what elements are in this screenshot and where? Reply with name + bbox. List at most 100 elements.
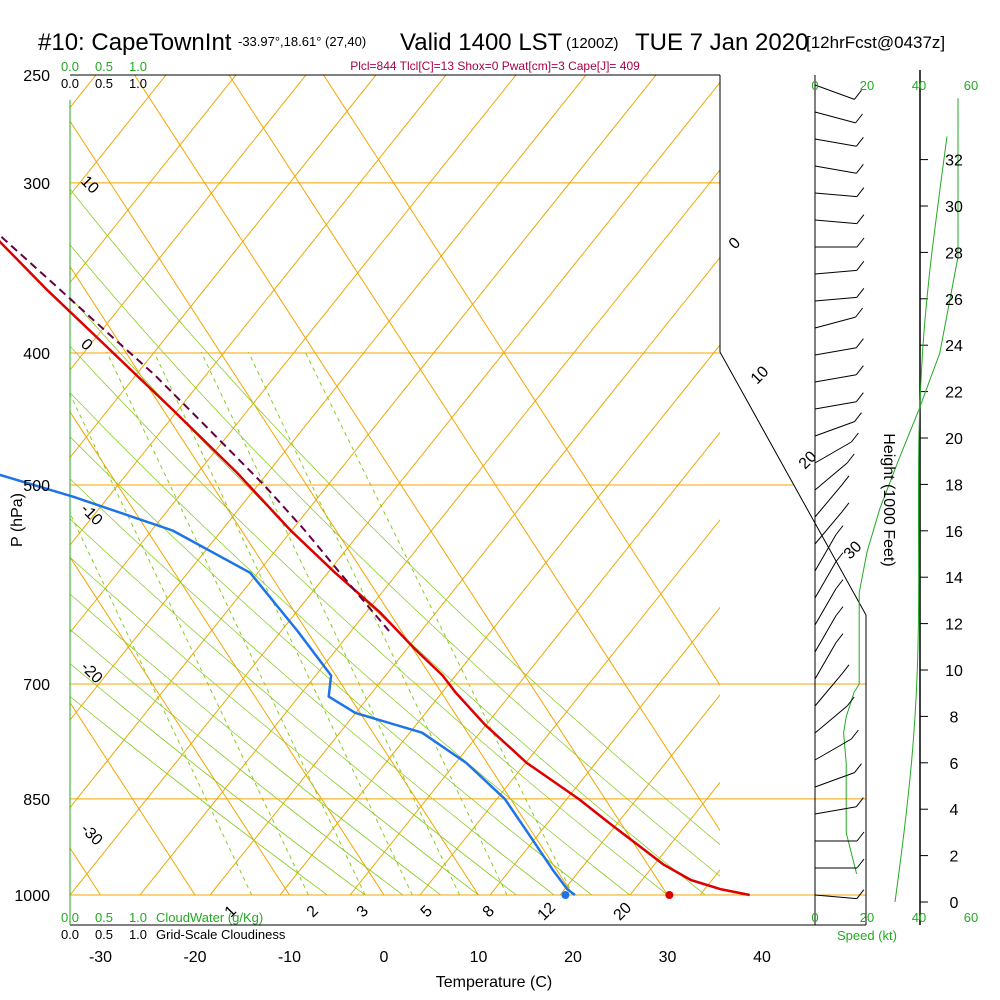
- cloud-water-label: CloudWater (g/Kg): [156, 910, 263, 925]
- title-valid: Valid 1400 LST: [400, 29, 563, 56]
- pressure-tick-label: 500: [23, 478, 50, 495]
- wind-barb: [814, 894, 857, 900]
- wind-barb: [814, 806, 857, 815]
- title-z: (1200Z): [566, 35, 619, 52]
- surface-temperature-point: [665, 891, 674, 899]
- height-tick-label: 10: [945, 663, 963, 680]
- height-tick-label: 30: [945, 199, 963, 216]
- speed-tick-bottom: 20: [860, 910, 874, 925]
- height-tick-label: 22: [945, 385, 963, 402]
- wind-barb-flag: [856, 858, 865, 869]
- wind-barb-flag: [855, 136, 864, 147]
- wind-barb: [814, 192, 857, 198]
- wind-barb-flag: [835, 579, 844, 589]
- wind-barb-flag: [855, 338, 864, 349]
- cloud-water-tick-top: 0.0: [61, 59, 79, 74]
- pressure-tick-label: 700: [23, 677, 50, 694]
- height-tick-label: 24: [945, 338, 963, 355]
- wind-barb: [814, 561, 837, 599]
- sounding-parameters: Plcl=844 Tlcl[C]=13 Shox=0 Pwat[cm]=3 Ca…: [350, 59, 640, 73]
- height-tick-label: 32: [945, 153, 963, 170]
- wind-barb-flag: [856, 261, 865, 271]
- title-station: #10: CapeTownInt: [38, 29, 232, 56]
- height-tick-label: 20: [945, 431, 963, 448]
- pressure-tick-label: 300: [23, 176, 50, 193]
- pressure-tick-label: 850: [23, 792, 50, 809]
- height-tick-label: 12: [945, 617, 963, 634]
- wind-barb-flag: [841, 502, 850, 513]
- cloudiness-tick-bottom: 1.0: [129, 927, 147, 942]
- cloudiness-tick-top: 0.5: [95, 76, 113, 91]
- speed-tick-top: 40: [912, 78, 926, 93]
- cloudiness-tick-bottom: 0.0: [61, 927, 79, 942]
- wind-barb-flag: [855, 163, 864, 174]
- temperature-tick-label: 30: [659, 949, 677, 966]
- wind-barb: [814, 673, 843, 707]
- height-tick-label: 0: [950, 895, 959, 912]
- wind-barb: [814, 347, 857, 356]
- wind-barb: [814, 374, 857, 383]
- wind-barb: [814, 615, 837, 653]
- temperature-tick-label: -20: [183, 949, 206, 966]
- wind-barb-flag: [841, 664, 850, 675]
- wind-barb-flag: [846, 696, 855, 707]
- wind-barb: [814, 219, 857, 225]
- wind-barb-flag: [855, 365, 864, 376]
- wind-barb-flag: [855, 797, 864, 808]
- wind-barb: [814, 441, 852, 464]
- wind-barb: [814, 296, 857, 302]
- wind-barb: [814, 705, 848, 734]
- dry-adiabat-line: [489, 606, 720, 895]
- speed-tick-bottom: 60: [964, 910, 978, 925]
- height-tick-label: 28: [945, 245, 963, 262]
- wind-barb-flag: [855, 307, 863, 318]
- height-tick-label: 26: [945, 292, 963, 309]
- moist-adiabat-line: [70, 593, 441, 895]
- height-tick-label: 14: [945, 570, 963, 587]
- frame-slant: [719, 351, 867, 616]
- temperature-tick-label: 10: [470, 949, 488, 966]
- wind-barb: [814, 269, 857, 275]
- dry-adiabat-line: [70, 75, 307, 371]
- wind-barb-flag: [854, 412, 862, 422]
- wind-barb-flag: [835, 633, 844, 643]
- cloud-water-tick-bottom: 0.5: [95, 910, 113, 925]
- wind-barb: [814, 588, 837, 626]
- cloudiness-tick-top: 0.0: [61, 76, 79, 91]
- wind-barb-flag: [856, 831, 865, 842]
- wind-barb-flag: [841, 475, 850, 486]
- height-tick-label: 18: [945, 477, 963, 494]
- wind-barb: [814, 316, 856, 329]
- height-tick-label: 6: [950, 756, 959, 773]
- moist-adiabat-line: [70, 556, 479, 895]
- wind-barb: [814, 642, 837, 680]
- wind-barb-flag: [835, 525, 844, 535]
- speed-axis-label: Speed (kt): [837, 928, 897, 943]
- wind-barb-flag: [856, 889, 865, 899]
- wind-barb: [814, 421, 855, 437]
- mixing-ratio-line: [304, 351, 574, 895]
- y-axis-title: P (hPa): [9, 493, 26, 547]
- height-curve: [894, 136, 948, 903]
- cloud-water-tick-top: 0.5: [95, 59, 113, 74]
- speed-tick-top: 60: [964, 78, 978, 93]
- cloud-water-tick-bottom: 1.0: [129, 910, 147, 925]
- cloudiness-tick-top: 1.0: [129, 76, 147, 91]
- isotherm-line: [70, 701, 196, 895]
- wind-barb-flag: [835, 606, 844, 616]
- wind-speed-profile: [843, 98, 959, 875]
- surface-dewpoint-point: [561, 891, 570, 899]
- moist-adiabat-line: [70, 663, 366, 895]
- wind-barb-flag: [854, 90, 862, 100]
- pressure-tick-label: 250: [23, 68, 50, 85]
- title-coords: -33.97°,18.61° (27,40): [238, 34, 366, 49]
- pressure-tick-label: 1000: [14, 888, 50, 905]
- pressure-tick-label: 400: [23, 346, 50, 363]
- wind-barb: [814, 534, 837, 572]
- wind-barb: [814, 111, 856, 124]
- wind-barb-flag: [854, 763, 862, 773]
- moist-adiabat-line: [70, 628, 404, 895]
- dry-adiabat-line: [559, 694, 720, 895]
- wind-barb: [814, 165, 857, 174]
